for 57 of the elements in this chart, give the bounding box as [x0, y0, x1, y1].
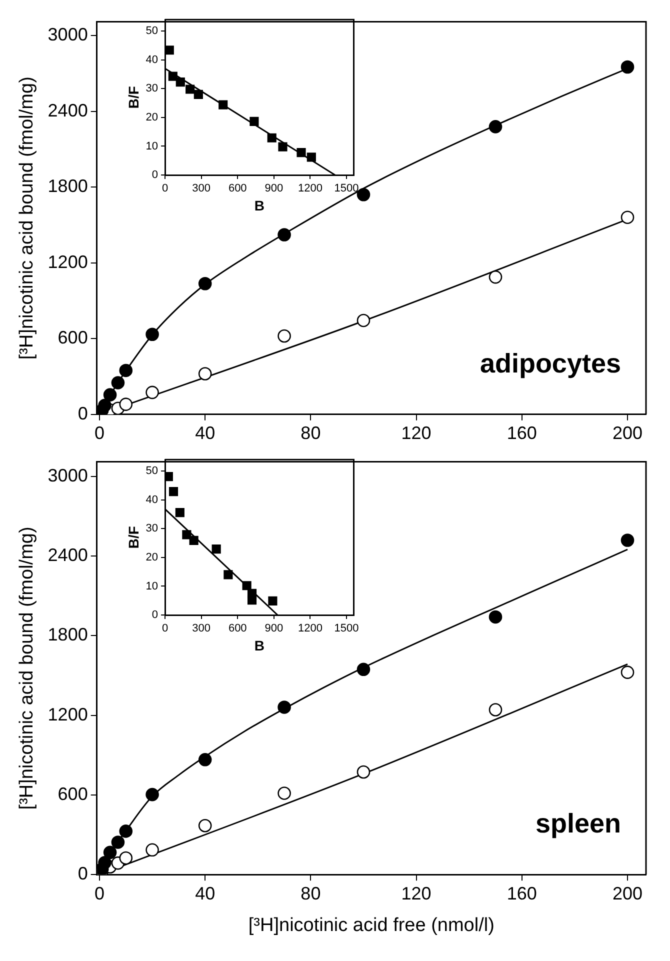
x-tick-label: 600	[228, 182, 247, 195]
y-tick-label: 3000	[48, 24, 88, 45]
x-tick-label: 1200	[298, 182, 322, 195]
y-tick-label: 600	[58, 784, 88, 804]
x-tick-label: 120	[401, 423, 432, 444]
x-tick-label: 1500	[334, 182, 359, 195]
x-axis-title: B	[254, 197, 264, 214]
x-tick-label: 600	[228, 622, 247, 635]
y-axis-title: B/F	[125, 526, 142, 549]
x-tick-label: 300	[192, 182, 211, 195]
y-tick-label: 1800	[48, 624, 88, 645]
x-axis-title: B	[254, 637, 264, 654]
y-tick-label: 3000	[48, 465, 88, 486]
y-tick-label: 20	[146, 111, 158, 124]
x-tick-label: 300	[192, 622, 211, 635]
y-tick-label: 0	[78, 864, 88, 884]
x-tick-label: 0	[162, 182, 168, 195]
y-tick-label: 1800	[48, 176, 88, 196]
x-axis-title: [³H]nicotinic acid free (nmol/l)	[248, 914, 494, 936]
x-tick-label: 40	[195, 883, 216, 904]
x-tick-label: 0	[94, 423, 104, 444]
x-tick-label: 900	[264, 622, 284, 635]
x-tick-label: 200	[612, 883, 643, 904]
y-axis-title: [³H]nicotinic acid bound (fmol/mg)	[16, 76, 38, 360]
y-tick-label: 50	[146, 465, 158, 478]
x-tick-label: 0	[94, 883, 104, 904]
y-tick-label: 10	[146, 140, 158, 152]
y-tick-label: 30	[146, 522, 158, 535]
y-tick-label: 2400	[48, 100, 88, 120]
y-tick-label: 0	[78, 403, 88, 424]
y-axis-title: [³H]nicotinic acid bound (fmol/mg)	[16, 526, 38, 810]
x-tick-label: 80	[300, 883, 321, 904]
y-tick-label: 600	[58, 328, 88, 348]
y-axis-title: B/F	[125, 86, 142, 109]
x-tick-label: 1200	[298, 622, 322, 635]
x-tick-label: 160	[506, 423, 537, 444]
y-tick-label: 0	[152, 609, 158, 622]
x-tick-label: 900	[264, 182, 284, 195]
y-tick-label: 1200	[48, 704, 88, 724]
y-tick-label: 1200	[48, 252, 88, 272]
x-tick-label: 0	[162, 622, 168, 635]
x-tick-label: 80	[300, 423, 321, 444]
annotation: adipocytes	[480, 348, 621, 378]
y-tick-label: 40	[146, 494, 158, 506]
x-tick-label: 160	[506, 883, 537, 904]
y-tick-label: 50	[146, 25, 158, 38]
x-tick-label: 1500	[334, 622, 359, 635]
y-tick-label: 20	[146, 551, 158, 564]
annotation: spleen	[535, 808, 621, 839]
x-tick-label: 40	[195, 423, 216, 444]
x-tick-label: 120	[401, 883, 432, 904]
y-tick-label: 40	[146, 54, 158, 66]
x-tick-label: 200	[612, 423, 643, 444]
y-tick-label: 10	[146, 580, 158, 592]
y-tick-label: 30	[146, 82, 158, 95]
y-tick-label: 0	[152, 169, 158, 182]
y-tick-label: 2400	[48, 545, 88, 566]
